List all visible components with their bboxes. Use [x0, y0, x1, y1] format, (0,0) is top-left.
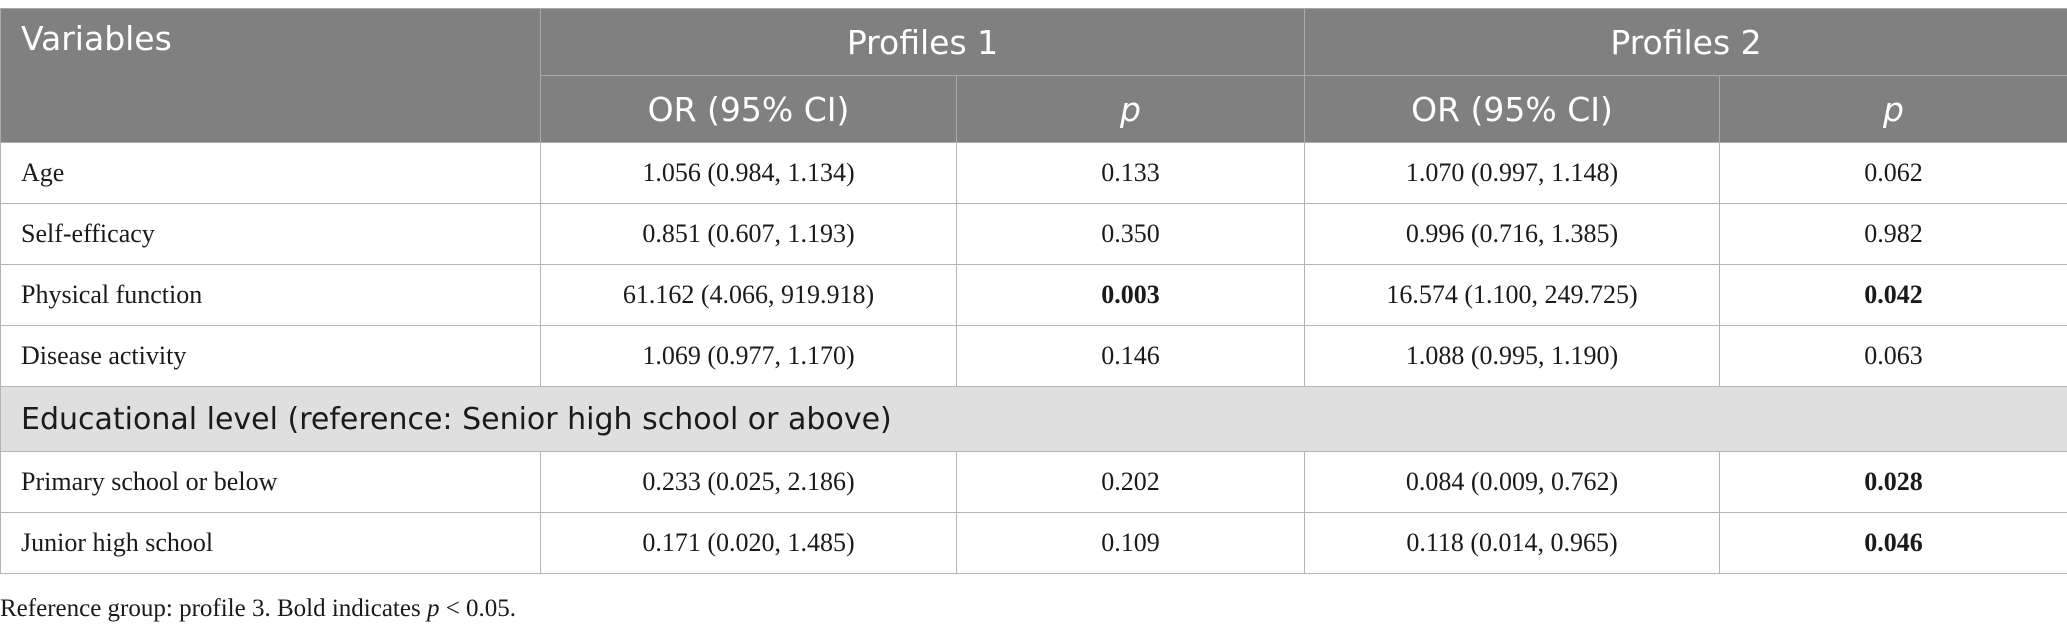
row-label: Self-efficacy	[0, 203, 541, 265]
table-body: Age 1.056 (0.984, 1.134) 0.133 1.070 (0.…	[0, 142, 2067, 574]
or-ci-cell: 1.088 (0.995, 1.190)	[1304, 325, 1721, 387]
header-profiles-2: Profiles 2	[1304, 8, 2067, 76]
or-ci-cell: 0.084 (0.009, 0.762)	[1304, 451, 1721, 513]
table-header: Variables Profiles 1 Profiles 2 OR (95% …	[0, 8, 2067, 143]
header-p-2-text: p	[1883, 89, 1904, 129]
footnote-p: p	[426, 595, 440, 622]
table-footnote: Reference group: profile 3. Bold indicat…	[0, 595, 516, 623]
regression-table-container: Variables Profiles 1 Profiles 2 OR (95% …	[0, 8, 2067, 574]
table-row: Primary school or below 0.233 (0.025, 2.…	[0, 451, 2067, 513]
or-ci-cell: 1.069 (0.977, 1.170)	[540, 325, 957, 387]
regression-table: Variables Profiles 1 Profiles 2 OR (95% …	[0, 8, 2067, 574]
table-row: Junior high school 0.171 (0.020, 1.485) …	[0, 512, 2067, 574]
section-header-educational-level: Educational level (reference: Senior hig…	[0, 386, 2067, 452]
footnote-suffix: < 0.05.	[439, 595, 517, 622]
or-ci-cell: 0.233 (0.025, 2.186)	[540, 451, 957, 513]
or-ci-cell: 16.574 (1.100, 249.725)	[1304, 264, 1721, 326]
table-row: Self-efficacy 0.851 (0.607, 1.193) 0.350…	[0, 203, 2067, 265]
table-row: Physical function 61.162 (4.066, 919.918…	[0, 264, 2067, 326]
row-label: Physical function	[0, 264, 541, 326]
p-value-cell: 0.982	[1719, 203, 2067, 265]
table-row: Disease activity 1.069 (0.977, 1.170) 0.…	[0, 325, 2067, 387]
footnote-prefix: Reference group: profile 3. Bold indicat…	[0, 595, 427, 622]
row-label: Junior high school	[0, 512, 541, 574]
p-value-cell-significant: 0.042	[1719, 264, 2067, 326]
section-header-row: Educational level (reference: Senior hig…	[0, 386, 2067, 452]
or-ci-cell: 0.996 (0.716, 1.385)	[1304, 203, 1721, 265]
header-variables: Variables	[0, 8, 541, 143]
header-profiles-1: Profiles 1	[539, 8, 1306, 76]
p-value-cell: 0.063	[1719, 325, 2067, 387]
p-value-cell-significant: 0.028	[1719, 451, 2067, 513]
or-ci-cell: 0.171 (0.020, 1.485)	[540, 512, 957, 574]
or-ci-cell: 0.851 (0.607, 1.193)	[540, 203, 957, 265]
p-value-cell: 0.109	[955, 512, 1306, 574]
header-row-2: OR (95% CI) p OR (95% CI) p	[1, 75, 2067, 143]
header-p-1: p	[955, 75, 1306, 143]
or-ci-cell: 1.070 (0.997, 1.148)	[1304, 142, 1721, 204]
p-value-cell: 0.350	[955, 203, 1306, 265]
or-ci-cell: 1.056 (0.984, 1.134)	[540, 142, 957, 204]
header-p-2: p	[1719, 75, 2067, 143]
row-label: Primary school or below	[0, 451, 541, 513]
row-label: Disease activity	[0, 325, 541, 387]
header-row-1: Variables Profiles 1 Profiles 2	[0, 8, 2067, 143]
header-p-1-text: p	[1120, 89, 1141, 129]
row-label: Age	[0, 142, 541, 204]
table-row: Age 1.056 (0.984, 1.134) 0.133 1.070 (0.…	[0, 142, 2067, 204]
or-ci-cell: 61.162 (4.066, 919.918)	[540, 264, 957, 326]
p-value-cell-significant: 0.046	[1719, 512, 2067, 574]
p-value-cell-significant: 0.003	[955, 264, 1306, 326]
or-ci-cell: 0.118 (0.014, 0.965)	[1304, 512, 1721, 574]
p-value-cell: 0.146	[955, 325, 1306, 387]
header-or-ci-2: OR (95% CI)	[1304, 75, 1721, 143]
p-value-cell: 0.133	[955, 142, 1306, 204]
p-value-cell: 0.062	[1719, 142, 2067, 204]
header-or-ci-1: OR (95% CI)	[540, 75, 957, 143]
p-value-cell: 0.202	[955, 451, 1306, 513]
